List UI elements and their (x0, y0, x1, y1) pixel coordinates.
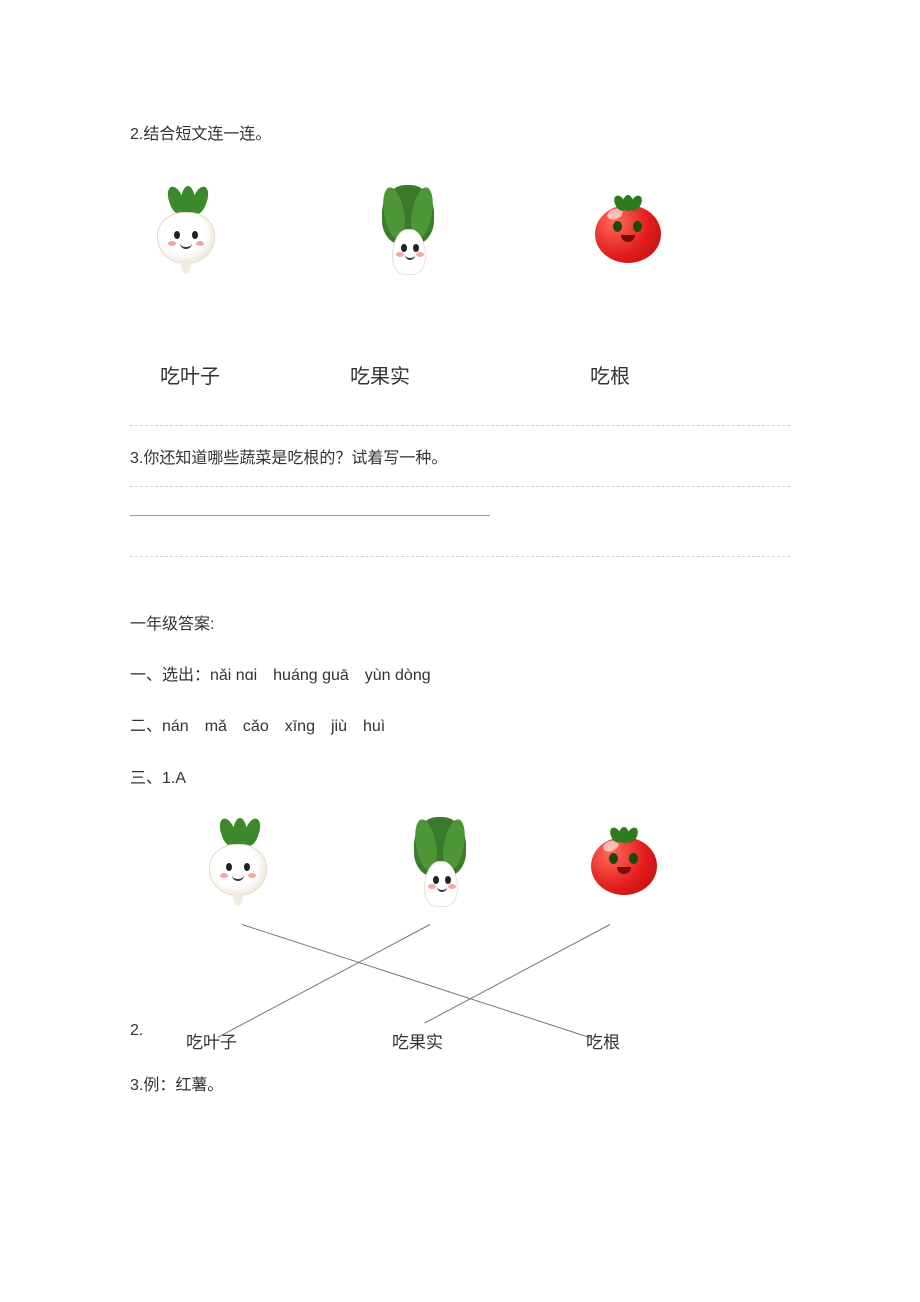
matching-line (424, 924, 610, 1023)
answers-section: 一年级答案: 一、选出：nǎi nɑi huáng guā yùn dòng 二… (130, 607, 790, 1103)
answers-heading: 一年级答案: (130, 607, 790, 642)
answers-line-3: 三、1.A (130, 761, 790, 796)
answers-q2-diagram: 吃叶子 吃果实 吃根 2. (130, 812, 790, 1052)
answers-q3-example: 3.例：红薯。 (130, 1068, 790, 1103)
cabbage-icon (390, 812, 490, 912)
answers-q2-label-2: 吃果实 (392, 1024, 443, 1061)
question-3-prompt: 3.你还知道哪些蔬菜是吃根的？试着写一种。 (130, 444, 790, 468)
question-2-prompt: 2.结合短文连一连。 (130, 120, 790, 144)
matching-line (218, 924, 430, 1038)
q2-label-3: 吃根 (510, 360, 710, 389)
cabbage-icon (358, 180, 458, 280)
dotted-rule (130, 556, 790, 557)
dotted-rule (130, 486, 790, 487)
q2-label-2: 吃果实 (250, 360, 510, 389)
answers-q2-number: 2. (130, 1013, 143, 1048)
q2-label-1: 吃叶子 (130, 360, 250, 389)
answers-line-2: 二、nán mǎ cǎo xīng jiù huì (130, 709, 790, 744)
q2-label-row: 吃叶子 吃果实 吃根 (130, 360, 790, 389)
answers-line-1: 一、选出：nǎi nɑi huáng guā yùn dòng (130, 658, 790, 693)
tomato-icon (574, 812, 674, 912)
answers-q2-label-3: 吃根 (586, 1024, 620, 1061)
matching-line (242, 924, 590, 1038)
tomato-icon (578, 180, 678, 280)
answer-blank-line (130, 515, 490, 516)
answers-q2-label-1: 吃叶子 (186, 1024, 237, 1061)
radish-icon (190, 812, 290, 912)
radish-icon (138, 180, 238, 280)
dotted-rule (130, 425, 790, 426)
q2-vegetable-row (130, 180, 790, 280)
